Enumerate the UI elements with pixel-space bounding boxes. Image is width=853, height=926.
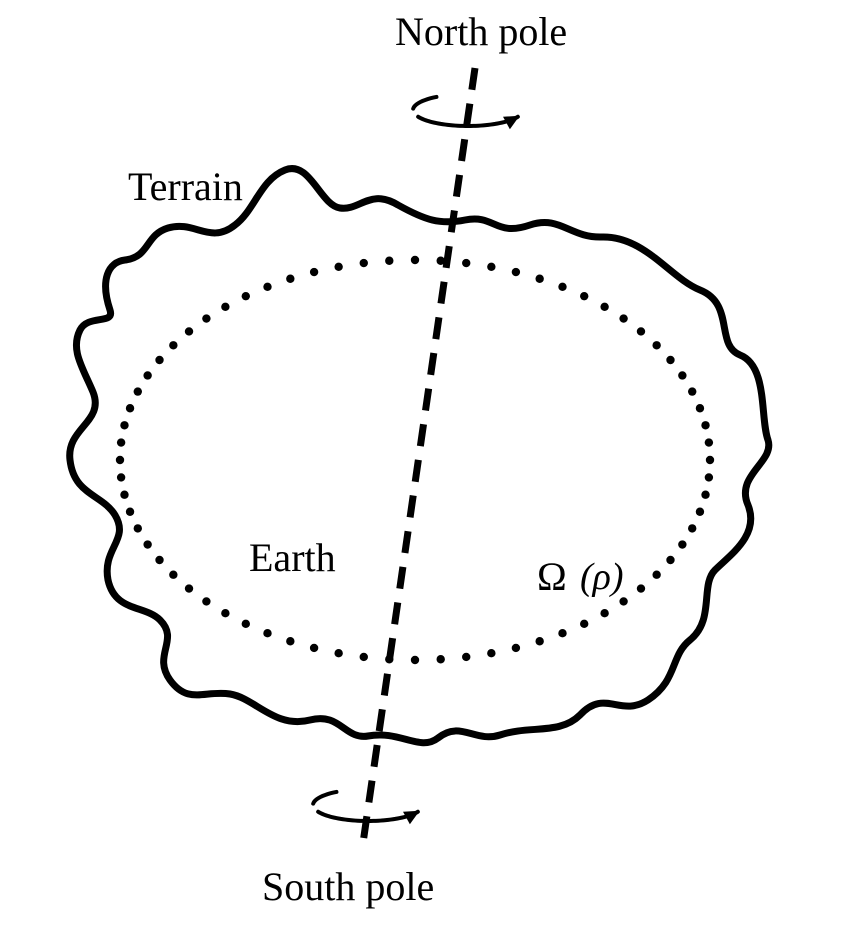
label-south-pole: South pole (262, 863, 434, 910)
label-omega: Ω (537, 553, 567, 600)
label-earth: Earth (249, 534, 336, 581)
label-rho: (ρ) (580, 555, 624, 599)
terrain-outline (70, 169, 769, 743)
label-terrain: Terrain (128, 163, 243, 210)
earth-diagram (0, 0, 853, 926)
label-north-pole: North pole (395, 8, 567, 55)
